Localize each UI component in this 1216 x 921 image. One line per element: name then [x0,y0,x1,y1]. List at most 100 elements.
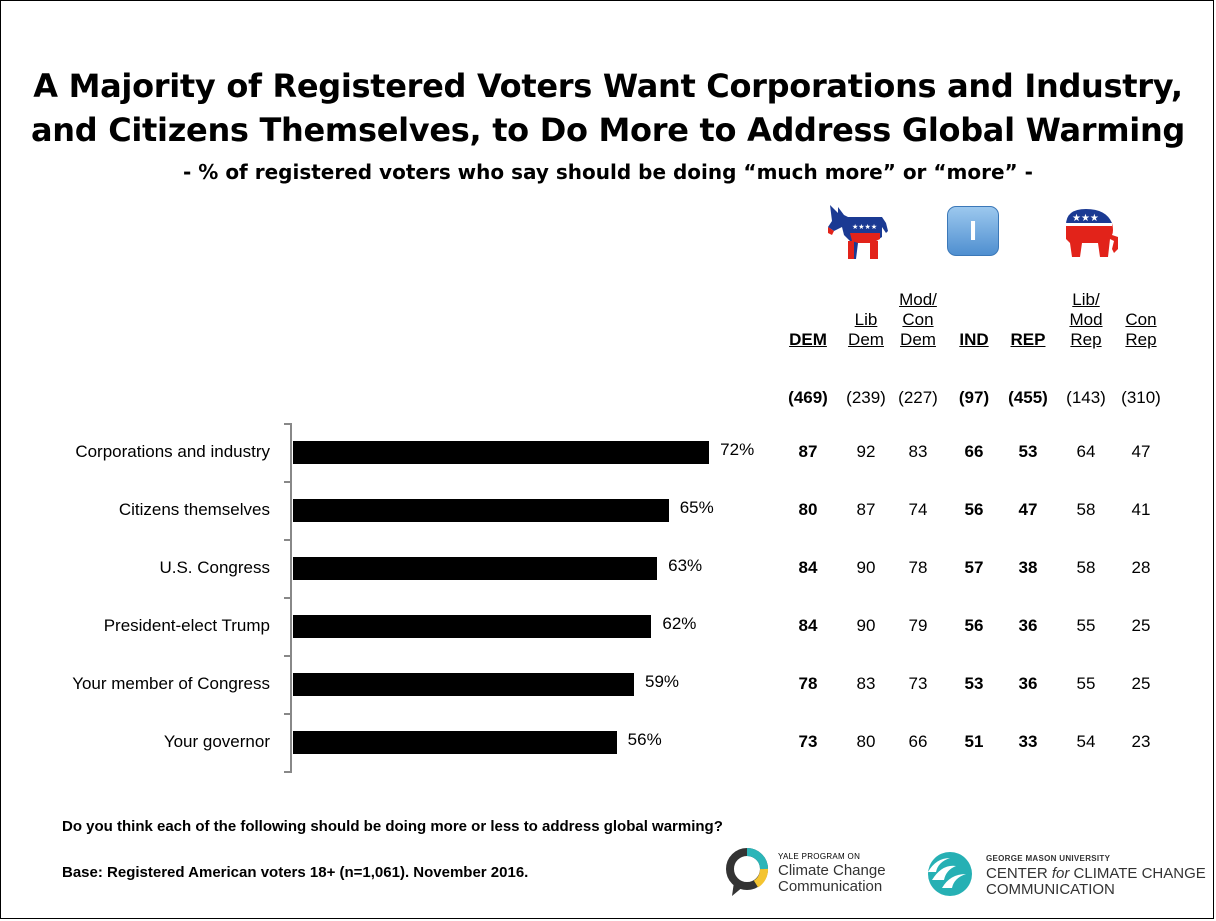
chart-title: A Majority of Registered Voters Want Cor… [0,64,1216,152]
axis-tick [284,423,292,425]
category-label: U.S. Congress [159,558,270,577]
table-cell-dem: 73 [798,732,818,751]
category-label: Your member of Congress [72,674,270,693]
democrat-donkey-icon: ★★★★ [828,205,888,259]
bar-value-label: 72% [720,440,755,459]
table-cell-libdem: 83 [856,674,876,693]
table-cell-rep: 33 [1018,732,1038,751]
table-cell-dem: 84 [798,558,818,577]
yale-logo-line-2: Communication [778,878,883,895]
survey-question: Do you think each of the following shoul… [62,818,723,835]
gmu-logo-line-1-c: CLIMATE CHANGE [1069,865,1206,882]
sample-size-rep: (455) [1008,388,1048,407]
chart-subtitle: - % of registered voters who say should … [183,160,1033,184]
table-cell-modcondem: 66 [908,732,928,751]
table-cell-ind: 53 [964,674,984,693]
gmu-logo-small-text: GEORGE MASON UNIVERSITY [986,854,1111,863]
bar [293,614,652,638]
table-cell-libmodrep: 55 [1076,616,1096,635]
gmu-wave-icon [928,852,972,896]
table-cell-rep: 36 [1018,616,1038,635]
republican-elephant-icon: ★★★ [1066,209,1118,257]
axis-tick [284,713,292,715]
bar-value-label: 59% [645,672,680,691]
table-cell-conrep: 23 [1131,732,1151,751]
table-cell-modcondem: 78 [908,558,928,577]
bar [293,440,710,464]
table-cell-rep: 36 [1018,674,1038,693]
table-cell-ind: 57 [964,558,984,577]
table-cell-libdem: 87 [856,500,876,519]
table-cell-conrep: 25 [1131,616,1151,635]
survey-base-note: Base: Registered American voters 18+ (n=… [62,864,529,881]
bar [293,672,635,696]
bar-value-label: 56% [627,730,662,749]
table-cell-libdem: 90 [856,558,876,577]
table-cell-libmodrep: 58 [1076,558,1096,577]
gmu-logo-line-2: COMMUNICATION [986,881,1115,898]
table-cell-ind: 66 [964,442,984,461]
category-label: Citizens themselves [118,500,270,519]
table-cell-rep: 53 [1018,442,1038,461]
axis-tick [284,597,292,599]
column-header-libmodrep: Lib/ Mod Rep [1069,290,1103,349]
sample-size-dem: (469) [788,388,828,407]
table-cell-dem: 87 [798,442,818,461]
bar-value-label: 62% [662,614,697,633]
bar-value-label: 63% [668,556,703,575]
sample-size-libdem: (239) [846,388,886,407]
axis-tick [284,481,292,483]
table-cell-ind: 51 [964,732,984,751]
independent-badge-letter: I [969,215,977,246]
table-cell-ind: 56 [964,616,984,635]
table-cell-libdem: 90 [856,616,876,635]
column-header-libdem: Lib Dem [848,310,884,349]
table-cell-dem: 84 [798,616,818,635]
sample-size-conrep: (310) [1121,388,1161,407]
axis-tick [284,655,292,657]
table-cell-libmodrep: 58 [1076,500,1096,519]
table-cell-conrep: 28 [1131,558,1151,577]
bar [293,556,658,580]
sample-size-libmodrep: (143) [1066,388,1106,407]
table-cell-ind: 56 [964,500,984,519]
table-cell-dem: 80 [798,500,818,519]
category-label: Corporations and industry [75,442,270,461]
bar [293,498,669,522]
sample-size-ind: (97) [958,388,990,407]
gmu-logo-line-1: CENTER for CLIMATE CHANGE [986,866,1206,881]
sample-size-modcondem: (227) [898,388,938,407]
table-cell-rep: 38 [1018,558,1038,577]
axis-tick [284,539,292,541]
axis-tick [284,771,292,773]
bar-value-label: 65% [679,498,714,517]
title-line-1: A Majority of Registered Voters Want Cor… [33,67,1183,105]
category-label: Your governor [163,732,270,751]
svg-text:★★★★: ★★★★ [852,223,877,231]
table-cell-modcondem: 83 [908,442,928,461]
svg-text:★★★: ★★★ [1072,213,1099,224]
bar [293,730,617,754]
table-cell-libmodrep: 64 [1076,442,1096,461]
table-cell-dem: 78 [798,674,818,693]
yale-speech-bubble-icon [726,848,768,896]
yale-program-logo: YALE PROGRAM ON Climate Change Communica… [726,848,916,904]
gmu-logo-line-1-b: for [1051,865,1070,882]
table-cell-libdem: 80 [856,732,876,751]
category-label: President-elect Trump [103,616,270,635]
gmu-center-logo: GEORGE MASON UNIVERSITY CENTER for CLIMA… [922,848,1206,904]
table-cell-rep: 47 [1018,500,1038,519]
yale-logo-small-text: YALE PROGRAM ON [778,852,861,861]
column-header-ind: IND [959,330,989,349]
column-header-conrep: Con Rep [1125,310,1157,349]
column-header-rep: REP [1010,330,1046,349]
table-cell-modcondem: 79 [908,616,928,635]
table-cell-modcondem: 73 [908,674,928,693]
table-cell-conrep: 41 [1131,500,1151,519]
table-cell-conrep: 47 [1131,442,1151,461]
table-cell-libdem: 92 [856,442,876,461]
gmu-logo-line-1-a: CENTER [986,865,1052,882]
column-header-dem: DEM [789,330,827,349]
table-cell-libmodrep: 54 [1076,732,1096,751]
